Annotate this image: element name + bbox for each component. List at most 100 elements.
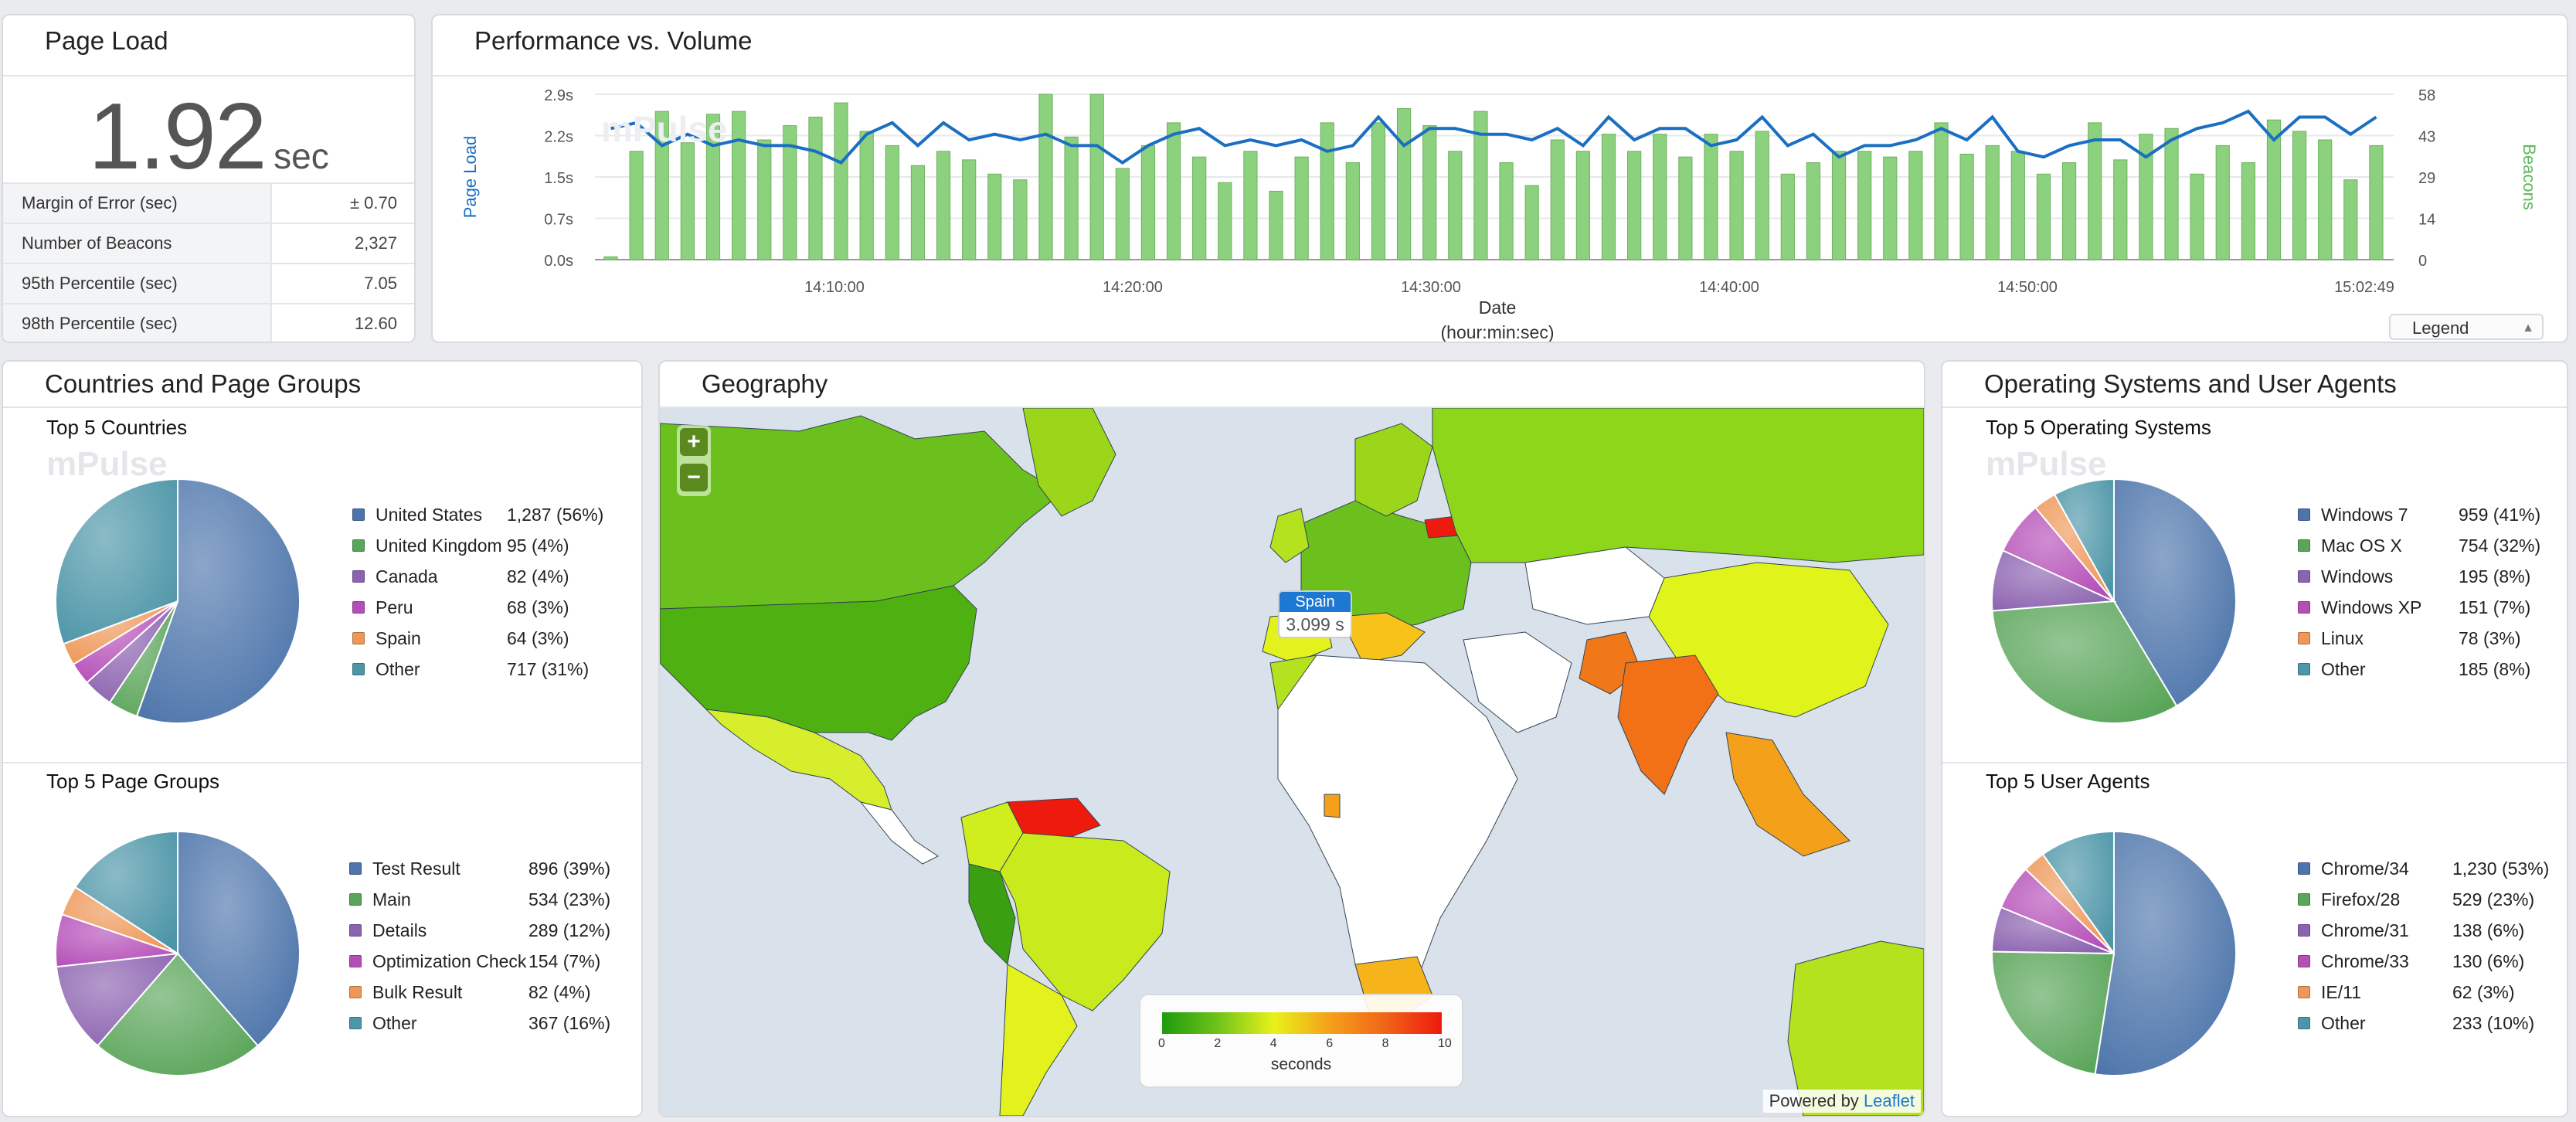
pie-slice-shine: [178, 831, 301, 1046]
map-attribution: Powered by Leaflet: [1762, 1090, 1921, 1113]
legend-item[interactable]: Chrome/33 130 (6%): [2298, 946, 2553, 977]
legend-value: 959 (41%): [2459, 505, 2541, 525]
legend-swatch: [2298, 539, 2310, 552]
geography-title: Geography: [702, 369, 828, 398]
page-load-value: 1.92 sec: [3, 82, 414, 190]
volume-bar: [1089, 94, 1104, 260]
legend-swatch: [352, 663, 365, 675]
legend-swatch: [349, 986, 362, 998]
legend-swatch: [349, 1017, 362, 1029]
volume-bar: [1704, 134, 1718, 260]
pie-slice-shine: [63, 601, 178, 665]
agents-pie-chart: [1991, 830, 2238, 1076]
scale-tick-label: 6: [1326, 1037, 1334, 1050]
legend-item[interactable]: Details 289 (12%): [349, 915, 627, 946]
legend-name: Mac OS X: [2321, 536, 2402, 556]
volume-bar: [1806, 162, 1821, 260]
page-groups-legend: Test Result 896 (39%) Main 534 (23%) Details…: [349, 853, 627, 1039]
map-tooltip: Spain 3.099 s: [1278, 590, 1352, 638]
color-scale-label: seconds: [1270, 1056, 1332, 1073]
countries-legend: United States 1,287 (56%) United Kingdom 95…: [352, 499, 615, 685]
volume-bar: [783, 125, 797, 260]
volume-bar: [1883, 156, 1898, 260]
map-italy-balkans: [1339, 612, 1426, 664]
leaflet-link[interactable]: Leaflet: [1863, 1091, 1915, 1110]
legend-item[interactable]: Linux 78 (3%): [2298, 623, 2553, 654]
volume-bar: [1243, 151, 1258, 260]
legend-button[interactable]: Legend ▲: [2389, 314, 2544, 340]
zoom-out-button[interactable]: −: [680, 464, 708, 491]
page-load-unit: sec: [274, 136, 329, 176]
caret-up-icon: ▲: [2522, 321, 2534, 335]
legend-value: 896 (39%): [528, 858, 611, 879]
map-central-america: [859, 801, 939, 865]
volume-bar: [2164, 128, 2179, 260]
legend-item[interactable]: Other 367 (16%): [349, 1008, 627, 1039]
pie-slice-shine: [136, 479, 301, 723]
stat-label: 98th Percentile (sec): [3, 304, 272, 342]
page-groups-pie-chart: [55, 830, 301, 1077]
legend-item[interactable]: United Kingdom 95 (4%): [352, 530, 615, 561]
attribution-prefix: Powered by: [1769, 1091, 1859, 1110]
legend-value: 130 (6%): [2452, 951, 2525, 971]
volume-bar: [2215, 144, 2230, 260]
legend-value: 754 (32%): [2459, 536, 2541, 556]
pie-slice-shine: [55, 479, 178, 644]
minus-icon: −: [687, 464, 701, 490]
map-argentina-chile: [999, 964, 1078, 1116]
legend-item[interactable]: United States 1,287 (56%): [352, 499, 615, 530]
pie-slice-shine: [1992, 601, 2177, 723]
volume-bar: [1448, 151, 1463, 260]
legend-item[interactable]: Other 233 (10%): [2298, 1008, 2553, 1039]
volume-bar: [1524, 185, 1539, 260]
legend-item[interactable]: Spain 64 (3%): [352, 623, 615, 654]
volume-bar: [1473, 110, 1488, 260]
legend-item[interactable]: Bulk Result 82 (4%): [349, 977, 627, 1008]
volume-bar: [2036, 173, 2051, 260]
volume-bar: [629, 151, 644, 260]
legend-item[interactable]: Canada 82 (4%): [352, 561, 615, 592]
legend-swatch: [2298, 986, 2310, 998]
volume-bar: [2369, 144, 2384, 260]
x-axis-label: Date: [1479, 298, 1517, 318]
legend-value: 82 (4%): [528, 982, 591, 1002]
legend-swatch: [2298, 862, 2310, 875]
divider: [1942, 406, 2567, 408]
volume-bar: [603, 256, 618, 260]
zoom-in-button[interactable]: +: [680, 428, 708, 456]
legend-item[interactable]: Chrome/34 1,230 (53%): [2298, 853, 2553, 884]
pie-slice-shine: [2095, 831, 2237, 1076]
volume-bar: [1653, 134, 1667, 260]
divider: [660, 406, 1924, 408]
legend-item[interactable]: Optimization Check 154 (7%): [349, 946, 627, 977]
map-middle-east: [1463, 631, 1572, 733]
legend-item[interactable]: Main 534 (23%): [349, 884, 627, 915]
legend-item[interactable]: Mac OS X 754 (32%): [2298, 530, 2553, 561]
legend-item[interactable]: Other 717 (31%): [352, 654, 615, 685]
pie-slice-shine: [56, 954, 178, 1046]
top-agents-title: Top 5 User Agents: [1986, 770, 2150, 793]
pie-slice-shine: [2000, 869, 2114, 954]
stat-label: 95th Percentile (sec): [3, 264, 272, 303]
map-central-asia: [1524, 546, 1665, 625]
legend-item[interactable]: Peru 68 (3%): [352, 592, 615, 623]
legend-item[interactable]: Windows XP 151 (7%): [2298, 592, 2553, 623]
x-tick-label: 14:50:00: [1997, 279, 2058, 296]
legend-item[interactable]: Chrome/31 138 (6%): [2298, 915, 2553, 946]
legend-item[interactable]: Windows 195 (8%): [2298, 561, 2553, 592]
volume-bar: [2292, 131, 2307, 260]
legend-item[interactable]: Other 185 (8%): [2298, 654, 2553, 685]
volume-bar: [1064, 136, 1079, 260]
legend-value: 95 (4%): [507, 536, 569, 556]
legend-value: 82 (4%): [507, 566, 569, 586]
volume-bar: [2343, 179, 2358, 260]
volume-bar: [1038, 94, 1053, 260]
legend-item[interactable]: Firefox/28 529 (23%): [2298, 884, 2553, 915]
legend-item[interactable]: Test Result 896 (39%): [349, 853, 627, 884]
map-india: [1617, 654, 1719, 795]
pie-slice-shine: [56, 914, 178, 967]
legend-swatch: [2298, 632, 2310, 644]
legend-item[interactable]: IE/11 62 (3%): [2298, 977, 2553, 1008]
legend-item[interactable]: Windows 7 959 (41%): [2298, 499, 2553, 530]
y-left-tick-label: 0.0s: [544, 253, 573, 270]
